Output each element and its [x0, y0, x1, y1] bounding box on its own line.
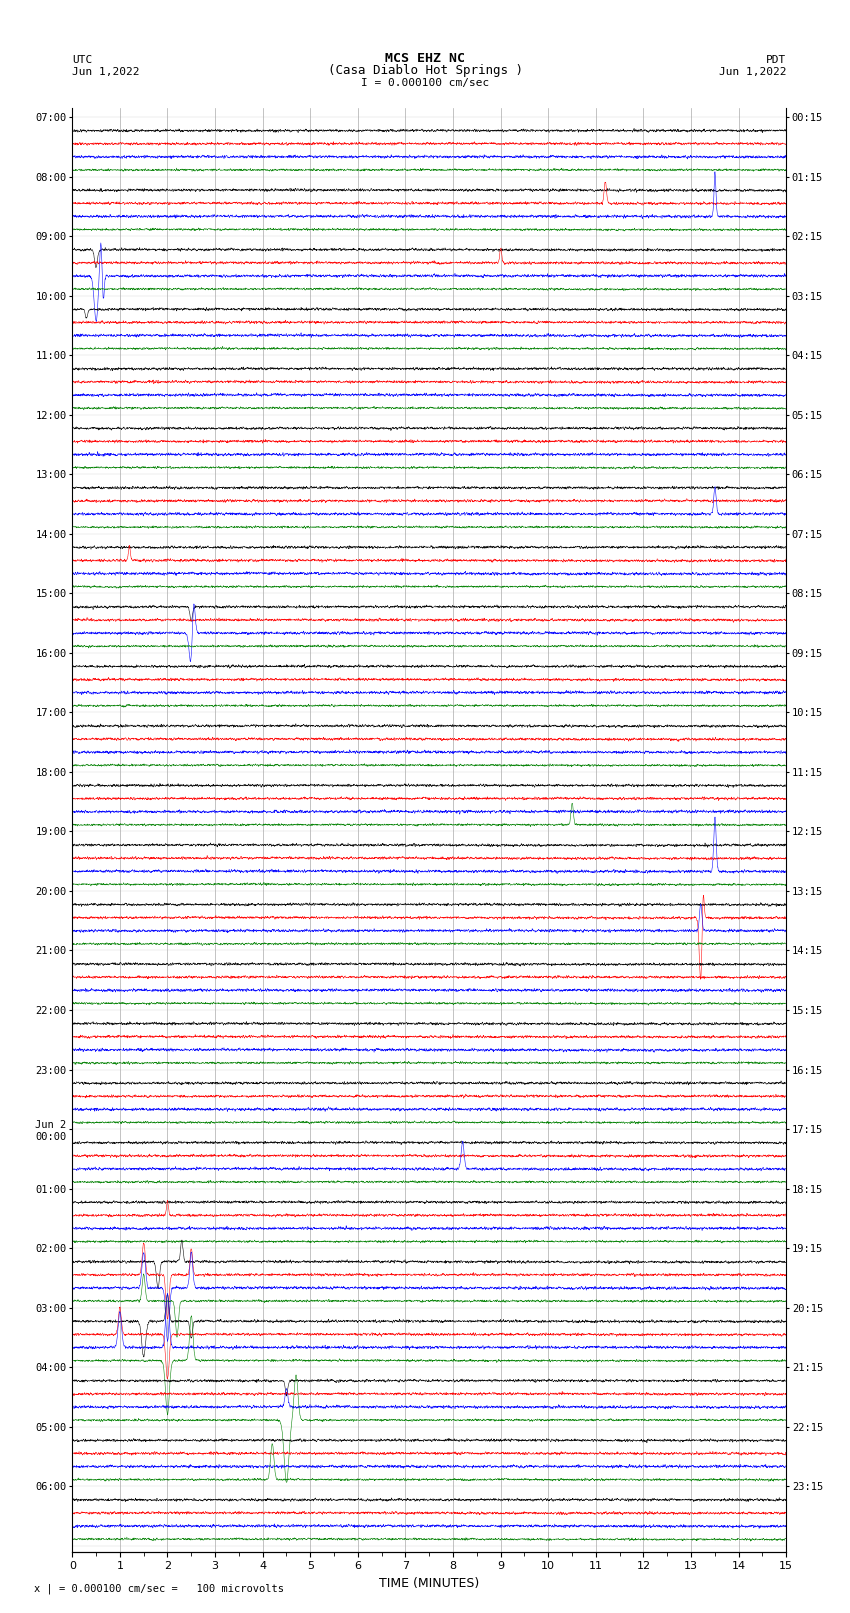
Text: Jun 1,2022: Jun 1,2022	[719, 66, 786, 77]
Text: (Casa Diablo Hot Springs ): (Casa Diablo Hot Springs )	[327, 63, 523, 77]
Text: x | = 0.000100 cm/sec =   100 microvolts: x | = 0.000100 cm/sec = 100 microvolts	[34, 1582, 284, 1594]
Text: I = 0.000100 cm/sec: I = 0.000100 cm/sec	[361, 77, 489, 87]
Text: PDT: PDT	[766, 55, 786, 65]
Text: Jun 1,2022: Jun 1,2022	[72, 66, 139, 77]
Text: UTC: UTC	[72, 55, 93, 65]
Text: MCS EHZ NC: MCS EHZ NC	[385, 52, 465, 65]
X-axis label: TIME (MINUTES): TIME (MINUTES)	[379, 1578, 479, 1590]
